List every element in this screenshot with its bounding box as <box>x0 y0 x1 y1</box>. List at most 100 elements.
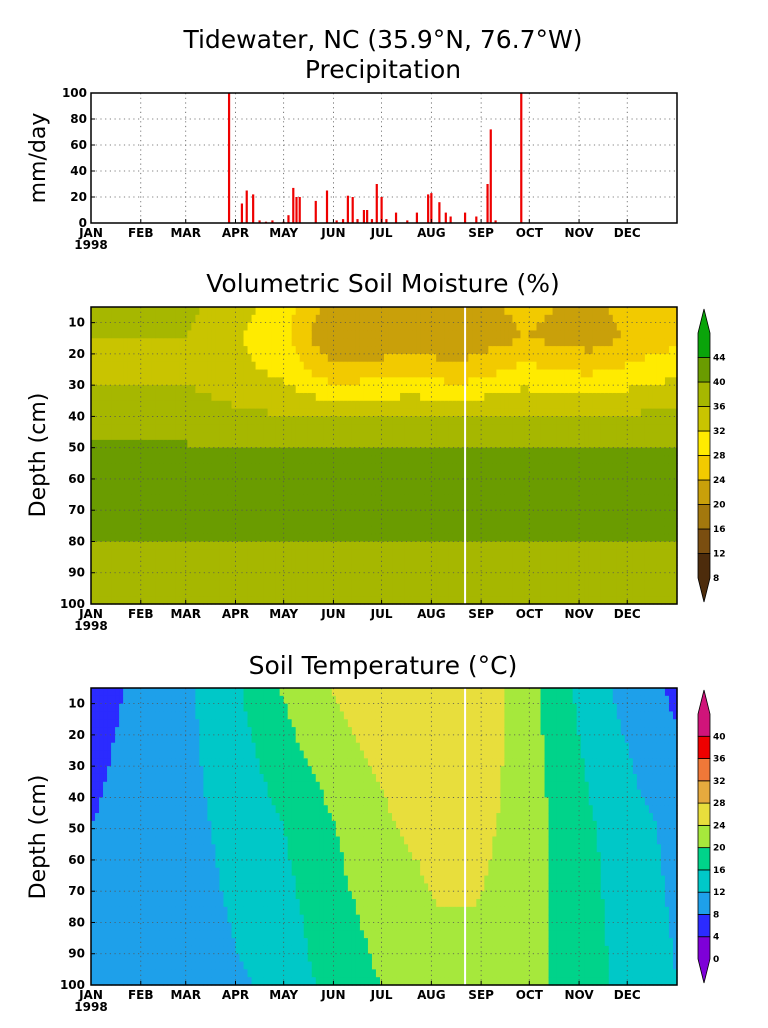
moisture-cell <box>316 518 321 526</box>
moisture-cell <box>452 510 457 518</box>
moisture-cell <box>448 416 453 424</box>
moisture-cell <box>272 549 277 557</box>
moisture-cell <box>195 581 200 589</box>
moisture-cell <box>103 323 108 331</box>
moisture-cell <box>356 432 361 440</box>
moisture-cell <box>135 409 140 417</box>
precip-bar <box>347 196 349 223</box>
moisture-cell <box>476 409 481 417</box>
moisture-cell <box>264 557 269 565</box>
moisture-cell <box>316 565 321 573</box>
moisture-cell <box>171 448 176 456</box>
moisture-cell <box>227 315 232 323</box>
moisture-cell <box>167 315 172 323</box>
moisture-cell <box>111 588 116 596</box>
moisture-cell <box>553 487 558 495</box>
moisture-cell <box>215 330 220 338</box>
moisture-cell <box>312 401 317 409</box>
moisture-cell <box>284 463 289 471</box>
moisture-cell <box>139 549 144 557</box>
moisture-cell <box>557 401 562 409</box>
moisture-cell <box>300 487 305 495</box>
moisture-cell <box>195 502 200 510</box>
moisture-cell <box>561 315 566 323</box>
moisture-cell <box>99 385 104 393</box>
moisture-cell <box>444 401 449 409</box>
moisture-cell <box>444 346 449 354</box>
moisture-cell <box>585 330 590 338</box>
moisture-cell <box>235 323 240 331</box>
moisture-cell <box>215 370 220 378</box>
moisture-cell <box>516 346 521 354</box>
moisture-cell <box>400 393 405 401</box>
moisture-cell <box>312 565 317 573</box>
moisture-cell <box>111 354 116 362</box>
moisture-cell <box>557 432 562 440</box>
moisture-cell <box>436 565 441 573</box>
moisture-cell <box>593 432 598 440</box>
moisture-cell <box>95 409 100 417</box>
moisture-cell <box>508 338 513 346</box>
moisture-cell <box>296 330 301 338</box>
moisture-cell <box>284 495 289 503</box>
moisture-cell <box>276 338 281 346</box>
moisture-cell <box>452 534 457 542</box>
moisture-cell <box>533 479 538 487</box>
moisture-cell <box>316 495 321 503</box>
moisture-cell <box>95 323 100 331</box>
moisture-cell <box>143 315 148 323</box>
moisture-cell <box>336 307 341 315</box>
moisture-cell <box>284 346 289 354</box>
moisture-cell <box>203 479 208 487</box>
moisture-cell <box>488 541 493 549</box>
moisture-cell <box>360 370 365 378</box>
moisture-cell <box>541 409 546 417</box>
moisture-cell <box>175 346 180 354</box>
moisture-cell <box>553 354 558 362</box>
moisture-cell <box>537 401 542 409</box>
moisture-cell <box>524 440 529 448</box>
moisture-cell <box>155 471 160 479</box>
moisture-cell <box>240 307 245 315</box>
moisture-cell <box>581 330 586 338</box>
moisture-cell <box>545 346 550 354</box>
moisture-cell <box>219 393 224 401</box>
moisture-cell <box>516 541 521 549</box>
moisture-cell <box>432 565 437 573</box>
moisture-cell <box>123 518 128 526</box>
moisture-cell <box>408 557 413 565</box>
moisture-cell <box>252 385 257 393</box>
moisture-cell <box>324 534 329 542</box>
moisture-cell <box>127 518 132 526</box>
moisture-cell <box>516 315 521 323</box>
moisture-cell <box>99 510 104 518</box>
moisture-cell <box>248 346 253 354</box>
moisture-cell <box>424 315 429 323</box>
moisture-cell <box>400 315 405 323</box>
moisture-cell <box>508 479 513 487</box>
moisture-cell <box>444 479 449 487</box>
moisture-cell <box>340 346 345 354</box>
moisture-cell <box>151 487 156 495</box>
moisture-cell <box>561 370 566 378</box>
moisture-cell <box>143 518 148 526</box>
moisture-cell <box>601 385 606 393</box>
moisture-cell <box>199 338 204 346</box>
moisture-cell <box>175 440 180 448</box>
moisture-cell <box>119 377 124 385</box>
moisture-cell <box>360 385 365 393</box>
moisture-cell <box>312 526 317 534</box>
moisture-cell <box>155 487 160 495</box>
moisture-cell <box>256 354 261 362</box>
moisture-cell <box>272 479 277 487</box>
moisture-cell <box>520 581 525 589</box>
moisture-cell <box>368 541 373 549</box>
moisture-cell <box>135 323 140 331</box>
moisture-cell <box>336 409 341 417</box>
moisture-cell <box>107 354 112 362</box>
moisture-cell <box>472 377 477 385</box>
moisture-cell <box>412 385 417 393</box>
moisture-cell <box>260 573 265 581</box>
moisture-cell <box>364 401 369 409</box>
moisture-cell <box>111 315 116 323</box>
